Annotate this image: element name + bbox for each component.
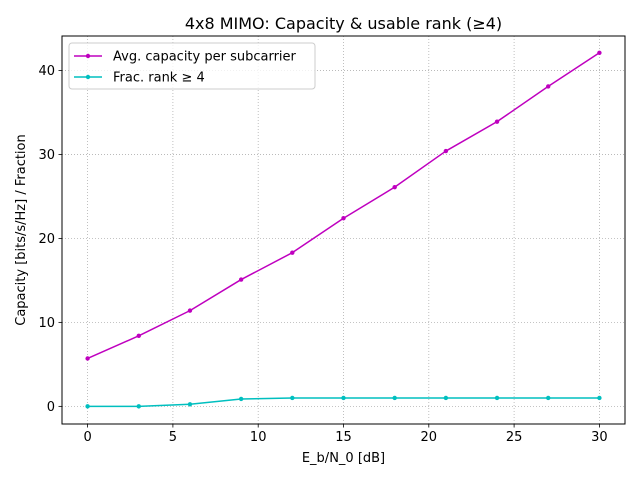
chart-title: 4x8 MIMO: Capacity & usable rank (≥4) xyxy=(185,14,502,33)
y-axis-label: Capacity [bits/s/Hz] / Fraction xyxy=(14,134,29,326)
legend-label-capacity: Avg. capacity per subcarrier xyxy=(113,50,297,65)
data-point-series-0 xyxy=(443,148,449,154)
data-point-series-1 xyxy=(341,395,346,401)
x-tick-label: 15 xyxy=(335,430,352,445)
x-tick-label: 25 xyxy=(506,430,523,445)
data-point-series-1 xyxy=(85,404,90,409)
legend-marker-capacity xyxy=(85,53,91,59)
data-point-series-1 xyxy=(187,402,193,407)
axis-ticks: 0 5 10 15 20 25 30 0 10 20 30 40 xyxy=(38,64,607,445)
y-tick-label: 40 xyxy=(38,64,55,79)
data-point-series-1 xyxy=(443,395,449,401)
y-tick-label: 0 xyxy=(47,400,55,415)
data-point-series-0 xyxy=(290,250,295,255)
data-point-series-1 xyxy=(290,395,295,401)
legend-marker-rank xyxy=(85,74,91,80)
data-point-series-0 xyxy=(546,84,551,89)
x-axis-label: E_b/N_0 [dB] xyxy=(302,451,385,466)
data-point-series-1 xyxy=(494,395,500,401)
x-tick-label: 5 xyxy=(169,430,177,445)
data-point-series-0 xyxy=(392,184,397,190)
x-tick-label: 10 xyxy=(250,430,267,445)
data-point-series-1 xyxy=(546,395,551,401)
data-point-series-1 xyxy=(238,396,244,402)
y-tick-label: 30 xyxy=(38,148,55,163)
data-point-series-0 xyxy=(341,216,346,221)
data-point-series-0 xyxy=(187,308,193,313)
plot-series xyxy=(85,50,602,409)
legend-box xyxy=(68,42,316,90)
y-tick-label: 10 xyxy=(38,316,55,331)
y-tick-label: 20 xyxy=(38,232,55,247)
x-tick-label: 0 xyxy=(83,430,91,445)
legend-label-rank: Frac. rank ≥ 4 xyxy=(113,71,205,86)
legend: Avg. capacity per subcarrier Frac. rank … xyxy=(68,42,316,90)
data-point-series-1 xyxy=(392,395,397,401)
data-point-series-1 xyxy=(597,395,602,401)
data-point-series-0 xyxy=(238,277,244,282)
data-point-series-0 xyxy=(597,50,602,55)
data-point-series-1 xyxy=(136,404,141,409)
x-tick-label: 20 xyxy=(421,430,438,445)
data-point-series-0 xyxy=(494,119,500,124)
data-point-series-0 xyxy=(85,356,90,361)
x-tick-label: 30 xyxy=(591,430,608,445)
data-point-series-0 xyxy=(136,333,141,339)
